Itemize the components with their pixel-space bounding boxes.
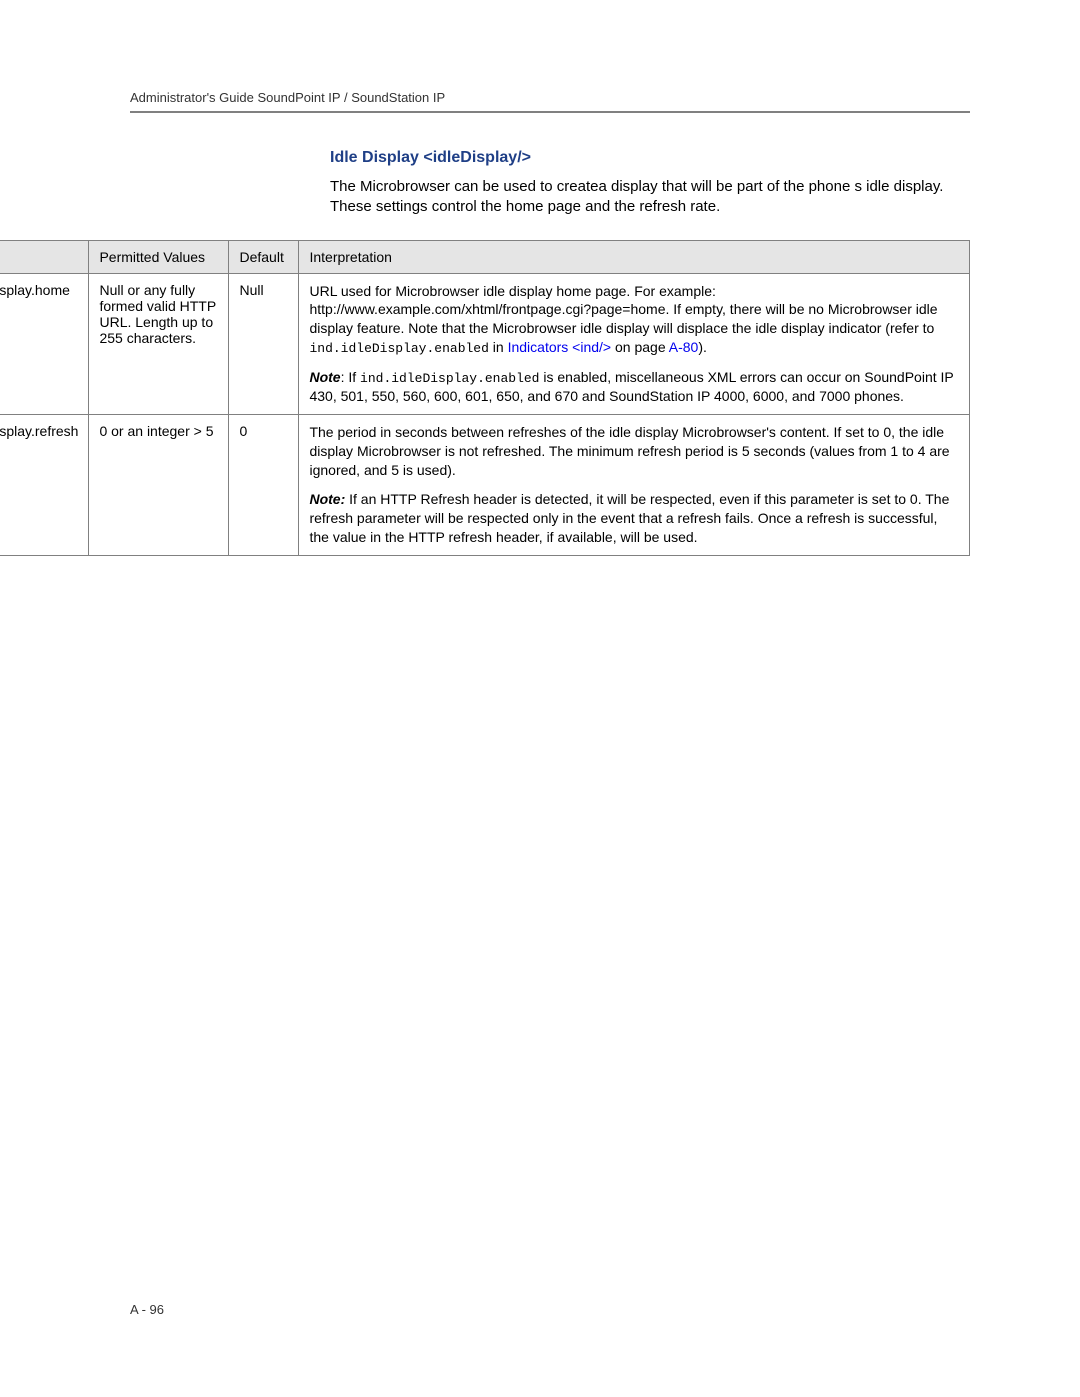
section-intro: The Microbrowser can be used to createa …	[330, 177, 970, 218]
cell-attribute: mb.idleDisplay.refresh	[0, 415, 89, 555]
cell-default: 0	[229, 415, 299, 555]
running-header: Administrator's Guide SoundPoint IP / So…	[130, 90, 970, 105]
note-label: Note:	[309, 491, 345, 507]
note-label: Note	[309, 369, 340, 385]
cell-attribute: mb.idleDisplay.home	[0, 273, 89, 415]
cell-default: Null	[229, 273, 299, 415]
cell-permitted: 0 or an integer > 5	[89, 415, 229, 555]
header-rule	[130, 111, 970, 113]
section-title: Idle Display <idleDisplay/>	[330, 149, 970, 167]
cross-ref-link[interactable]: A-80	[669, 339, 699, 355]
cell-interpretation: The period in seconds between refreshes …	[299, 415, 970, 555]
interp-paragraph: The period in seconds between refreshes …	[309, 423, 959, 480]
table-row: mb.idleDisplay.refresh 0 or an integer >…	[0, 415, 970, 555]
page-number: A - 96	[130, 1302, 164, 1317]
interp-text: URL used for Microbrowser idle display h…	[309, 283, 937, 337]
code-text: ind.idleDisplay.enabled	[360, 371, 539, 386]
cell-interpretation: URL used for Microbrowser idle display h…	[299, 273, 970, 415]
table-header-row: Attribute Permitted Values Default Inter…	[0, 240, 970, 273]
attribute-table: Attribute Permitted Values Default Inter…	[0, 240, 970, 556]
col-header-interpretation: Interpretation	[299, 240, 970, 273]
interp-note: Note: If ind.idleDisplay.enabled is enab…	[309, 368, 959, 406]
cross-ref-link[interactable]: Indicators <ind/>	[508, 339, 612, 355]
table-row: mb.idleDisplay.home Null or any fully fo…	[0, 273, 970, 415]
interp-text: : If	[341, 369, 360, 385]
interp-text: If an HTTP Refresh header is detected, i…	[309, 491, 949, 545]
interp-text: ).	[698, 339, 707, 355]
col-header-default: Default	[229, 240, 299, 273]
code-text: ind.idleDisplay.enabled	[309, 341, 488, 356]
page-container: Administrator's Guide SoundPoint IP / So…	[0, 0, 1080, 556]
interp-text: in	[489, 339, 508, 355]
interp-text: on page	[611, 339, 669, 355]
interp-paragraph: URL used for Microbrowser idle display h…	[309, 282, 959, 358]
interp-note: Note: If an HTTP Refresh header is detec…	[309, 490, 959, 547]
col-header-permitted: Permitted Values	[89, 240, 229, 273]
cell-permitted: Null or any fully formed valid HTTP URL.…	[89, 273, 229, 415]
col-header-attribute: Attribute	[0, 240, 89, 273]
content-block: Idle Display <idleDisplay/> The Microbro…	[330, 149, 970, 218]
